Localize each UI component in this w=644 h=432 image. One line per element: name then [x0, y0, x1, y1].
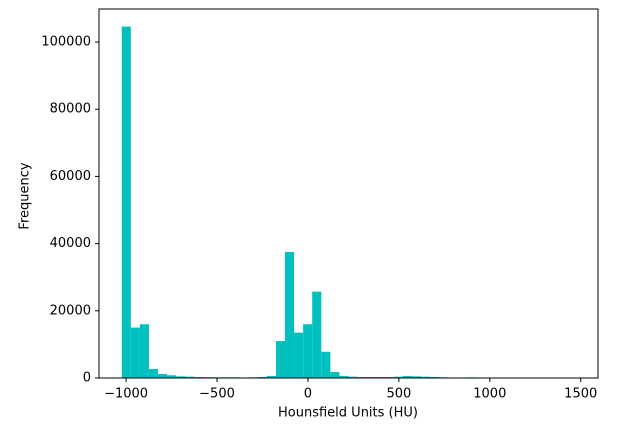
x-tick-label: 0 [304, 387, 312, 402]
bar [122, 27, 131, 378]
bar [158, 374, 167, 378]
x-axis-label: Hounsfield Units (HU) [278, 406, 418, 421]
bar [321, 352, 330, 378]
y-tick-label: 20000 [50, 303, 91, 318]
y-tick-label: 40000 [50, 236, 91, 251]
bar [149, 369, 158, 378]
x-tick-label: −500 [199, 387, 235, 402]
plot-frame [99, 9, 598, 378]
x-tick-label: −1000 [104, 387, 148, 402]
bar [330, 372, 339, 378]
bar [303, 324, 312, 378]
y-tick-label: 80000 [50, 102, 91, 117]
y-tick-label: 0 [83, 371, 91, 386]
x-tick-label: 1000 [473, 387, 506, 402]
y-axis-label: Frequency [18, 162, 33, 229]
x-tick-label: 1500 [564, 387, 597, 402]
bar [140, 324, 149, 378]
bar [312, 292, 321, 378]
x-tick-label: 500 [386, 387, 411, 402]
y-tick-label: 100000 [41, 35, 91, 50]
bar [276, 341, 285, 378]
bar [131, 328, 140, 378]
bar [285, 252, 294, 378]
bar [294, 333, 303, 378]
y-tick-label: 60000 [50, 169, 91, 184]
